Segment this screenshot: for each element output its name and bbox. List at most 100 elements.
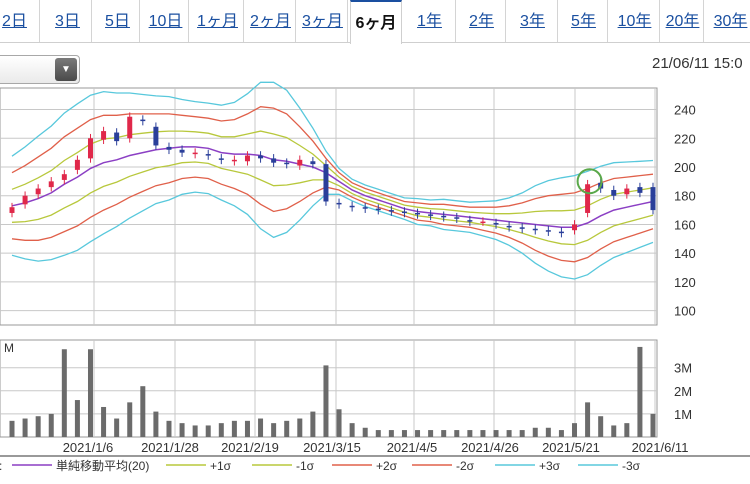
- candle-body: [532, 228, 538, 231]
- candle-body: [572, 224, 578, 231]
- candle-body: [192, 152, 198, 155]
- tab-10[interactable]: 3年: [508, 0, 558, 42]
- legend-label: -3σ: [622, 459, 641, 473]
- volume-bar: [532, 427, 538, 437]
- price-tick-label: 200: [674, 160, 696, 175]
- tab-3[interactable]: 10日: [143, 0, 189, 42]
- candle-body: [375, 208, 381, 211]
- volume-bar: [61, 349, 67, 437]
- triangle-down-icon[interactable]: ▼: [55, 58, 77, 81]
- candle-body: [22, 195, 28, 205]
- volume-bar: [310, 411, 316, 437]
- tab-2[interactable]: 5日: [96, 0, 140, 42]
- volume-bar: [388, 430, 394, 437]
- candle-body: [48, 181, 54, 188]
- tab-8[interactable]: 1年: [404, 0, 456, 42]
- period-tabs: 2日 3日 5日 10日 1ヶ月 2ヶ月 3ヶ月 6ヶ月 1年 2年 3年 5年 10年 20年 30年: [0, 0, 750, 44]
- x-tick-label: 2021/4/26: [461, 440, 519, 455]
- volume-bar: [101, 406, 107, 437]
- candle-body: [428, 214, 434, 216]
- price-tick-label: 120: [674, 275, 696, 290]
- band-plus-1sigma: [11, 130, 654, 215]
- price-tick-label: 140: [674, 246, 696, 261]
- sma20-line: [11, 146, 654, 229]
- tab-0[interactable]: 2日: [0, 0, 40, 42]
- candle-body: [519, 227, 525, 229]
- volume-bar: [480, 430, 486, 437]
- candle-body: [61, 174, 67, 180]
- candle-body: [323, 164, 329, 202]
- volume-bar: [428, 430, 434, 437]
- tab-14[interactable]: 30年: [706, 0, 750, 42]
- candle-body: [231, 159, 237, 162]
- candle-body: [454, 217, 460, 219]
- x-tick-label: 2021/6/11: [632, 440, 689, 455]
- candle-body: [493, 223, 499, 225]
- volume-bar: [585, 402, 591, 437]
- tab-7[interactable]: 6ヶ月: [350, 0, 402, 44]
- volume-unit-label: M: [4, 341, 14, 355]
- tab-5[interactable]: 2ヶ月: [246, 0, 296, 42]
- volume-bar: [192, 425, 198, 437]
- volume-bar: [22, 418, 28, 437]
- volume-panel-frame: [0, 339, 658, 438]
- indicator-select[interactable]: ▼: [0, 55, 80, 84]
- volume-bar: [205, 425, 211, 437]
- tab-11[interactable]: 5年: [560, 0, 608, 42]
- volume-bar: [323, 365, 329, 437]
- volume-bar: [637, 346, 643, 437]
- tab-4[interactable]: 1ヶ月: [192, 0, 244, 42]
- tab-1[interactable]: 3日: [44, 0, 92, 42]
- candle-body: [179, 149, 185, 153]
- volume-bar: [166, 420, 172, 437]
- candle-body: [9, 207, 15, 213]
- volume-bar: [401, 430, 407, 437]
- legend-label: -2σ: [456, 459, 475, 473]
- price-tick-label: 180: [674, 189, 696, 204]
- legend-label: 単純移動平均(20): [56, 459, 149, 473]
- x-tick-label: 2021/1/6: [63, 440, 114, 455]
- x-tick-label: 2021/5/21: [542, 440, 600, 455]
- legend-label: +3σ: [539, 459, 561, 473]
- volume-bar: [153, 411, 159, 437]
- candle-body: [637, 187, 643, 193]
- price-tick-label: 160: [674, 217, 696, 232]
- volume-tick-label: 2M: [674, 384, 692, 399]
- volume-bar: [611, 425, 617, 437]
- volume-bar: [140, 386, 146, 437]
- candle-body: [218, 158, 224, 160]
- candle-body: [101, 131, 107, 140]
- volume-bar: [87, 349, 93, 437]
- legend-label: +2σ: [376, 459, 398, 473]
- candle-body: [127, 116, 133, 139]
- candle-body: [284, 162, 290, 165]
- volume-bar: [244, 420, 250, 437]
- volume-bar: [74, 400, 80, 437]
- legend-label: -1σ: [296, 459, 315, 473]
- band-minus-2sigma: [11, 176, 654, 263]
- candle-body: [480, 221, 486, 224]
- candle-body: [74, 159, 80, 170]
- candle-body: [205, 154, 211, 156]
- candle-body: [297, 159, 303, 166]
- tab-6[interactable]: 3ヶ月: [298, 0, 348, 42]
- candle-body: [244, 155, 250, 162]
- tab-12[interactable]: 10年: [610, 0, 660, 42]
- volume-bar: [598, 416, 604, 437]
- legend-prefix: :: [0, 459, 2, 473]
- volume-bar: [506, 430, 512, 437]
- candle-body: [140, 119, 146, 122]
- volume-bar: [48, 413, 54, 437]
- volume-bar: [336, 409, 342, 437]
- tab-13[interactable]: 20年: [662, 0, 704, 42]
- candle-body: [441, 215, 447, 218]
- volume-bar: [114, 418, 120, 437]
- band-plus-2sigma: [11, 106, 654, 208]
- volume-bar: [572, 423, 578, 437]
- volume-bar: [375, 430, 381, 437]
- volume-bar: [467, 430, 473, 437]
- band-plus-3sigma: [11, 81, 654, 203]
- tab-9[interactable]: 2年: [458, 0, 506, 42]
- candle-body: [87, 138, 93, 159]
